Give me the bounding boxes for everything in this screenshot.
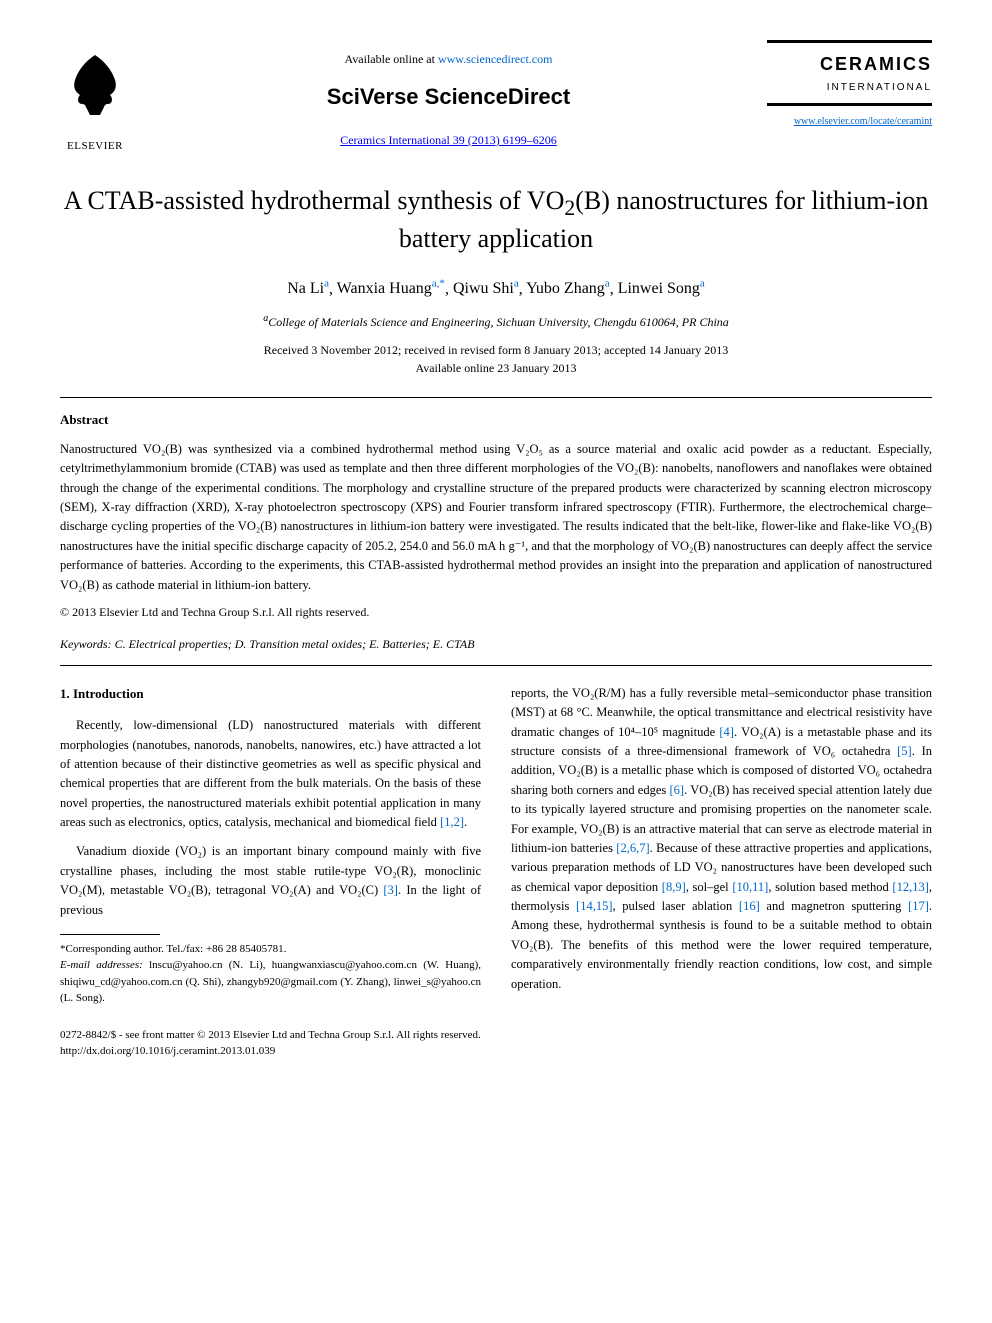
intro-para-col2: reports, the VO₂(R/M) has a fully revers… [511,684,932,994]
ceramics-sub: INTERNATIONAL [767,80,932,95]
title-part1: A CTAB-assisted hydrothermal synthesis o… [64,186,565,215]
divider-top [60,397,932,398]
ref-link-2[interactable]: [3] [383,883,398,897]
ref-link-4[interactable]: [5] [897,744,912,758]
intro-para2: Vanadium dioxide (VO₂) is an important b… [60,842,481,920]
intro-heading: 1. Introduction [60,684,481,704]
author-2: Wanxia Huanga,* [337,280,445,297]
abstract-text: Nanostructured VO₂(B) was synthesized vi… [60,440,932,595]
email-label: E-mail addresses: [60,959,143,971]
sciverse-text: SciVerse ScienceDirect [327,84,570,109]
ref-link-12[interactable]: [17] [908,899,929,913]
keywords-text: C. Electrical properties; D. Transition … [112,637,475,651]
available-online-prefix: Available online at [345,52,438,66]
affiliation-text: College of Materials Science and Enginee… [268,315,729,329]
authors-line: Na Lia, Wanxia Huanga,*, Qiwu Shia, Yubo… [60,276,932,301]
right-column: reports, the VO₂(R/M) has a fully revers… [511,684,932,1007]
footer: 0272-8842/$ - see front matter © 2013 El… [60,1027,932,1060]
sciencedirect-link[interactable]: www.sciencedirect.com [438,52,553,66]
abstract-heading: Abstract [60,410,932,430]
header-row: ELSEVIER Available online at www.science… [60,40,932,154]
affiliation: aCollege of Materials Science and Engine… [60,311,932,331]
elsevier-label: ELSEVIER [60,138,130,155]
ceramics-title: CERAMICS [767,51,932,78]
keywords-label: Keywords: [60,637,112,651]
author-3: Qiwu Shia [453,280,519,297]
keywords-line: Keywords: C. Electrical properties; D. T… [60,635,932,653]
elsevier-tree-icon [60,40,130,130]
footer-line1: 0272-8842/$ - see front matter © 2013 El… [60,1027,932,1044]
locate-link[interactable]: www.elsevier.com/locate/ceramint [794,116,932,127]
ref-link-11[interactable]: [16] [739,899,760,913]
ref-link-9[interactable]: [12,13] [892,880,928,894]
intro-para1: Recently, low-dimensional (LD) nanostruc… [60,716,481,832]
title-sub: 2 [564,196,575,220]
ref-link-5[interactable]: [6] [670,783,685,797]
sciverse-branding: SciVerse ScienceDirect [130,80,767,113]
ceramics-box: CERAMICS INTERNATIONAL [767,40,932,106]
article-dates: Received 3 November 2012; received in re… [60,341,932,377]
author-5: Linwei Songa [618,280,705,297]
available-online-text: Available online at www.sciencedirect.co… [130,50,767,68]
abstract-copyright: © 2013 Elsevier Ltd and Techna Group S.r… [60,603,932,621]
journal-reference[interactable]: Ceramics International 39 (2013) 6199–62… [130,131,767,149]
center-header: Available online at www.sciencedirect.co… [130,40,767,149]
elsevier-logo: ELSEVIER [60,40,130,154]
ref-link-10[interactable]: [14,15] [576,899,612,913]
right-header: CERAMICS INTERNATIONAL www.elsevier.com/… [767,40,932,130]
footer-line2: http://dx.doi.org/10.1016/j.ceramint.201… [60,1043,932,1060]
author-1: Na Lia [287,280,329,297]
ref-link-8[interactable]: [10,11] [732,880,768,894]
ref-link-7[interactable]: [8,9] [662,880,686,894]
divider-bottom [60,665,932,666]
email-addresses: E-mail addresses: lnscu@yahoo.cn (N. Li)… [60,957,481,1007]
author-4: Yubo Zhanga [526,280,610,297]
left-column: 1. Introduction Recently, low-dimensiona… [60,684,481,1007]
ref-link-1[interactable]: [1,2] [440,815,464,829]
two-column-body: 1. Introduction Recently, low-dimensiona… [60,684,932,1007]
ref-link-3[interactable]: [4] [719,725,734,739]
ref-link-6[interactable]: [2,6,7] [616,841,649,855]
journal-ref-link[interactable]: Ceramics International 39 (2013) 6199–62… [340,133,557,147]
article-title: A CTAB-assisted hydrothermal synthesis o… [60,184,932,256]
dates-line1: Received 3 November 2012; received in re… [60,341,932,359]
corresponding-author: *Corresponding author. Tel./fax: +86 28 … [60,941,481,958]
dates-line2: Available online 23 January 2013 [60,359,932,377]
footnote-separator [60,934,160,935]
footnotes: *Corresponding author. Tel./fax: +86 28 … [60,941,481,1007]
